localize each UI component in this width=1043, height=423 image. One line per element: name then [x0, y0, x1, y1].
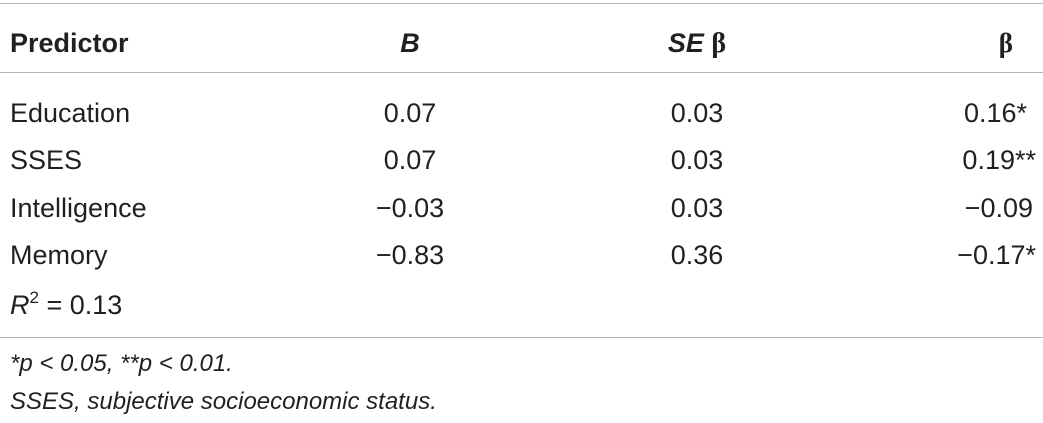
header-beta: β: [998, 28, 1013, 58]
cell-b: −0.03: [375, 193, 445, 223]
header-se-beta: SE β: [587, 19, 807, 68]
cell-b: 0.07: [383, 145, 437, 175]
cell-b: −0.83: [375, 240, 445, 270]
table-header-row: Predictor B SE β β: [0, 19, 1043, 67]
cell-se: 0.03: [670, 145, 724, 175]
r-squared-symbol: R: [10, 290, 30, 320]
cell-beta: 0.16*: [963, 98, 1027, 128]
cell-beta: −0.09: [964, 193, 1033, 223]
footnote-significance: *p < 0.05, **p < 0.01.: [10, 350, 233, 377]
cell-b: 0.07: [383, 98, 437, 128]
table-header-rule: [0, 72, 1043, 73]
header-se-symbol: β: [711, 28, 727, 59]
cell-predictor: Memory: [10, 240, 108, 270]
r-squared-exponent: 2: [29, 288, 39, 307]
table-bottom-rule: [0, 337, 1043, 338]
table-row: Intelligence −0.03 0.03 −0.09: [0, 184, 1043, 232]
cell-predictor: SSES: [10, 145, 83, 175]
cell-beta: −0.17*: [957, 240, 1036, 270]
header-b: B: [400, 28, 420, 58]
r-squared: R2 = 0.13: [10, 281, 122, 329]
header-se-prefix: SE: [667, 28, 704, 58]
table-top-rule: [0, 3, 1043, 4]
table-row: Education 0.07 0.03 0.16*: [0, 89, 1043, 137]
cell-beta: 0.19**: [962, 145, 1036, 175]
cell-se: 0.36: [670, 240, 724, 270]
cell-se: 0.03: [670, 98, 724, 128]
cell-predictor: Intelligence: [10, 193, 147, 223]
r-squared-value: = 0.13: [46, 290, 123, 320]
table-row: Memory −0.83 0.36 −0.17*: [0, 231, 1043, 279]
cell-predictor: Education: [10, 98, 131, 128]
cell-se: 0.03: [670, 193, 724, 223]
table-row: SSES 0.07 0.03 0.19**: [0, 136, 1043, 184]
header-predictor: Predictor: [10, 28, 129, 58]
footnote-abbreviation: SSES, subjective socioeconomic status.: [10, 388, 437, 415]
